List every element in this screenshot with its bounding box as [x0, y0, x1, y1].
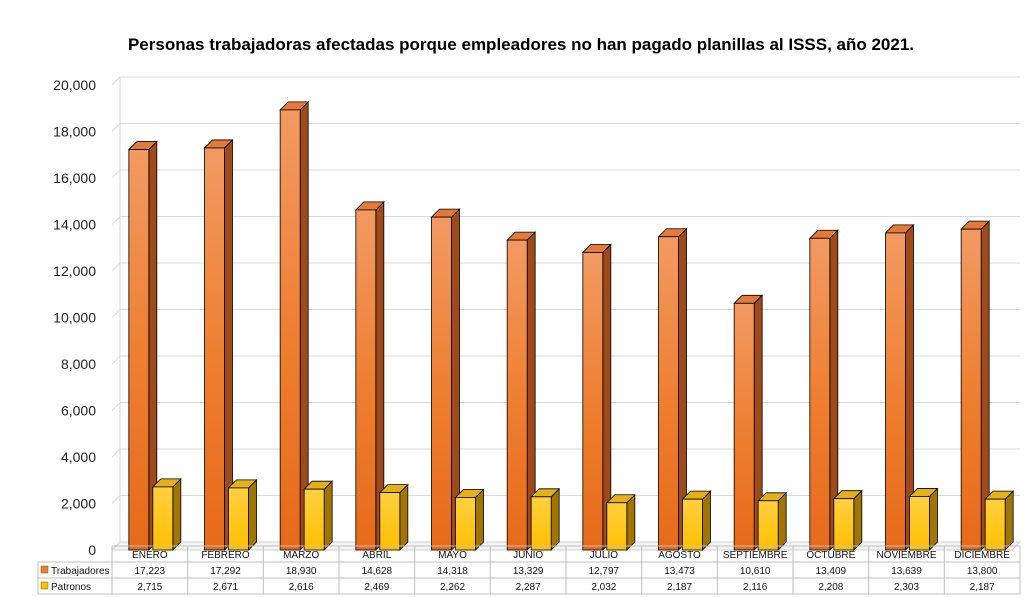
- data-label: 2,208: [818, 582, 843, 593]
- bar-patronos: [454, 488, 485, 551]
- data-label: 2,303: [894, 582, 919, 593]
- category-label: FEBRERO: [201, 550, 250, 561]
- category-label: MAYO: [438, 550, 467, 561]
- data-label: 2,187: [970, 582, 995, 593]
- bar-trabajadores: [203, 138, 234, 551]
- y-tick-label: 10,000: [53, 310, 96, 326]
- bar-trabajadores: [279, 100, 310, 551]
- category-label: ABRIL: [362, 550, 391, 561]
- bar-trabajadores: [127, 140, 158, 551]
- y-tick-label: 0: [88, 542, 96, 558]
- data-label: 13,800: [967, 566, 998, 577]
- gridline: [111, 448, 1020, 458]
- legend-swatch: [40, 581, 49, 590]
- y-tick-label: 18,000: [53, 124, 96, 140]
- data-label: 2,032: [591, 582, 616, 593]
- data-label: 17,292: [210, 566, 241, 577]
- data-label: 2,287: [516, 582, 541, 593]
- category-label: JULIO: [590, 550, 619, 561]
- data-label: 13,473: [664, 566, 695, 577]
- bar-trabajadores: [733, 294, 764, 551]
- data-label: 2,616: [289, 582, 314, 593]
- bar-patronos: [681, 490, 712, 551]
- gridline: [111, 216, 1020, 225]
- category-label: DICIEMBRE: [954, 550, 1010, 561]
- y-tick-label: 4,000: [61, 449, 96, 465]
- bar-patronos: [832, 489, 863, 551]
- y-tick-label: 8,000: [61, 356, 96, 372]
- gridline: [111, 123, 1020, 132]
- data-label: 12,797: [589, 566, 620, 577]
- category-label: JUNIO: [513, 550, 543, 561]
- category-label: ENERO: [132, 550, 168, 561]
- legend-label: Patronos: [51, 582, 91, 593]
- bar-trabajadores: [354, 200, 385, 551]
- bar-patronos: [151, 477, 182, 551]
- y-tick-label: 16,000: [53, 170, 96, 186]
- y-tick-label: 6,000: [61, 403, 96, 419]
- data-label: 10,610: [740, 566, 771, 577]
- y-tick-label: 20,000: [53, 77, 96, 93]
- bar-patronos: [605, 493, 636, 551]
- category-label: SEPTIEMBRE: [723, 550, 788, 561]
- bar-patronos: [303, 480, 334, 551]
- bar-trabajadores: [430, 208, 461, 551]
- data-label: 17,223: [135, 566, 166, 577]
- bars: [127, 100, 1015, 551]
- data-label: 13,409: [816, 566, 847, 577]
- data-label: 13,639: [891, 566, 922, 577]
- data-label: 2,469: [364, 582, 389, 593]
- category-label: MARZO: [283, 550, 319, 561]
- bar-patronos: [530, 487, 561, 551]
- bar-trabajadores: [808, 229, 839, 551]
- data-label: 2,671: [213, 582, 238, 593]
- gridline: [111, 355, 1020, 365]
- data-label: 2,187: [667, 582, 692, 593]
- chart-title: Personas trabajadoras afectadas porque e…: [128, 35, 914, 54]
- bar-trabajadores: [657, 227, 688, 551]
- y-tick-label: 2,000: [61, 496, 96, 512]
- bar-patronos: [908, 487, 939, 551]
- data-label: 2,262: [440, 582, 465, 593]
- data-label: 2,116: [743, 582, 768, 593]
- data-label: 14,628: [362, 566, 393, 577]
- gridline: [111, 309, 1020, 318]
- data-label: 14,318: [437, 566, 468, 577]
- gridline: [111, 76, 1020, 86]
- y-axis: 0 2,000 4,000 6,000 8,000 10,000 12,000 14,000 1…: [53, 77, 96, 558]
- data-label: 13,329: [513, 566, 544, 577]
- gridline: [111, 402, 1020, 411]
- gridlines: [110, 76, 1022, 551]
- category-label: OCTUBRE: [806, 550, 855, 561]
- category-label: NOVIEMBRE: [876, 550, 936, 561]
- legend-label: Trabajadores: [51, 566, 110, 577]
- y-tick-label: 14,000: [53, 217, 96, 233]
- gridline: [111, 262, 1020, 272]
- data-table: ENERO FEBRERO MARZO ABRIL MAYO JUNIO JULIO AGOS…: [37, 545, 1021, 595]
- data-label: 2,715: [137, 582, 162, 593]
- y-tick-label: 12,000: [53, 263, 96, 279]
- bar-patronos: [227, 478, 258, 551]
- gridline: [111, 169, 1020, 179]
- legend-swatch: [40, 565, 49, 574]
- bar-patronos: [757, 491, 788, 551]
- bar-trabajadores: [506, 231, 537, 551]
- category-label: AGOSTO: [658, 550, 701, 561]
- bar-patronos: [984, 490, 1015, 551]
- bar-patronos: [378, 483, 409, 551]
- data-label: 18,930: [286, 566, 317, 577]
